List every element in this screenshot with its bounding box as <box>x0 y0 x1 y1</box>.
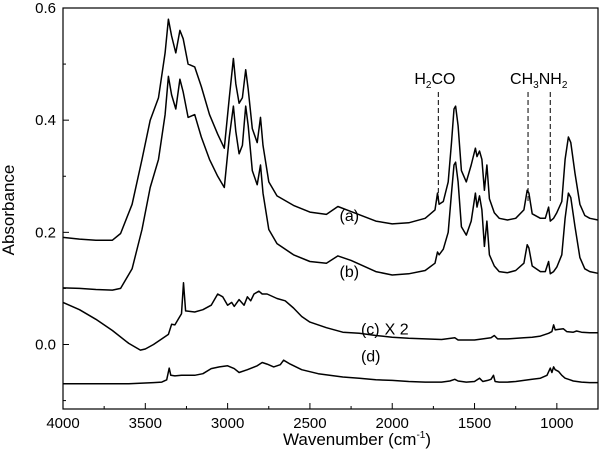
series-label-0: (a) <box>340 208 360 225</box>
series-line-0 <box>62 18 599 241</box>
series-line-3 <box>63 359 598 385</box>
y-tick-label: 0.0 <box>35 337 56 354</box>
y-axis-title: Absorbance <box>0 165 18 256</box>
x-axis-title: Wavenumber (cm-1) <box>283 430 431 449</box>
x-tick-label: 3500 <box>129 415 162 432</box>
x-tick-label: 3000 <box>211 415 244 432</box>
h2co-label: H2CO <box>414 71 455 91</box>
ch3nh2-label: CH3NH2 <box>510 71 568 91</box>
series-label-3: (d) <box>361 348 381 365</box>
series-line-2 <box>62 282 598 351</box>
x-tick-label: 2500 <box>293 415 326 432</box>
series-label-suffix: X 2 <box>385 321 409 338</box>
x-tick-label: 1000 <box>540 415 573 432</box>
spectra-series: (a) (b) (c) X 2 (d) <box>62 18 599 385</box>
series-label-2: (c) X 2 <box>361 321 409 338</box>
plot-frame <box>62 7 599 410</box>
axes: 4000 3500 3000 2500 2000 1500 1000 0.0 0.2 0.4 0.6 <box>35 0 599 432</box>
x-tick-label: 1500 <box>458 415 491 432</box>
y-tick-label: 0.6 <box>35 0 56 17</box>
x-tick-label: 2000 <box>376 415 409 432</box>
series-line-1 <box>62 75 599 291</box>
series-label-1: (b) <box>340 264 360 281</box>
y-tick-label: 0.2 <box>35 224 56 241</box>
x-tick-label: 4000 <box>46 415 79 432</box>
peak-annotations: H2CO CH3NH2 <box>414 71 568 202</box>
y-tick-label: 0.4 <box>35 112 56 129</box>
